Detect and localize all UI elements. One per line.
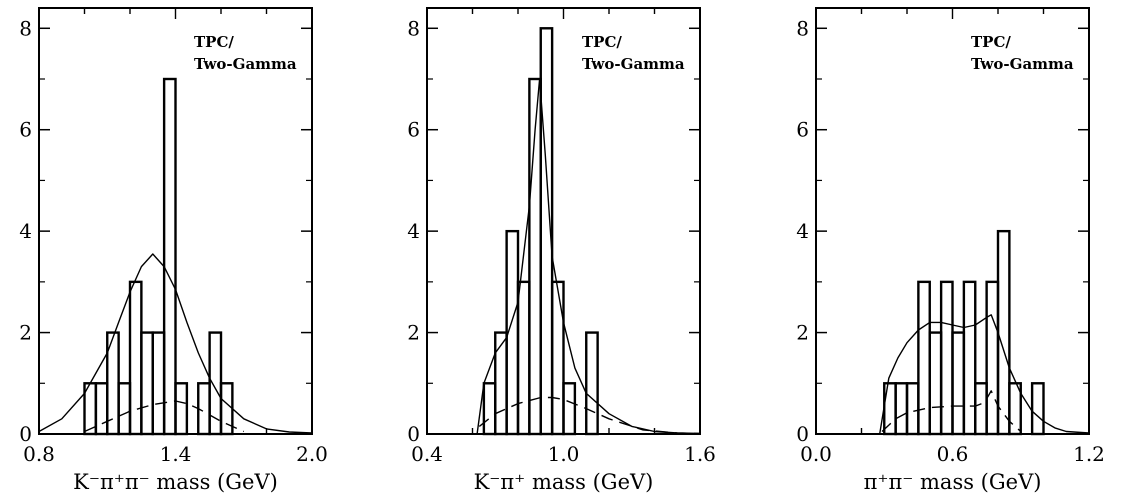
y-tick-label: 0 [407,422,420,446]
histogram-bar [585,331,599,436]
histogram-bar [928,331,943,436]
histogram-bar [162,77,177,436]
y-tick-label: 6 [407,118,420,142]
y-tick-label: 6 [796,118,809,142]
histogram-bar [94,382,109,436]
x-tick-label: 2.0 [296,442,328,466]
annotation-line: Two-Gamma [194,55,297,73]
histogram-bar [550,280,565,436]
histogram-bar [951,331,966,436]
annotation-line: Two-Gamma [971,55,1074,73]
x-tick-label: 0.8 [23,442,55,466]
histogram-bar [894,382,909,436]
x-axis-title: π⁺π⁻ mass (GeV) [864,470,1042,494]
x-axis-title: K⁻π⁺π⁻ mass (GeV) [73,470,278,494]
histogram-bar [562,382,577,436]
histogram-bar [883,382,897,436]
panel-kpi: 0 2 4 6 8 0.4 1.0 1.6 TPC/Two-Gamma K⁻π⁺ mass (Ge… [407,7,716,494]
x-tick-label: 1.0 [548,442,580,466]
histogram-bar [905,382,920,436]
y-tick-label: 2 [19,321,32,345]
fit-curve [476,78,701,435]
y-tick-label: 8 [407,16,420,40]
histogram-bar [1030,382,1045,436]
y-tick-label: 0 [796,422,809,446]
y-tick-label: 4 [19,219,32,243]
histogram-bar [539,27,554,436]
histogram-bar [494,331,508,436]
annotation-line: TPC/ [194,33,234,51]
histogram-bar [219,382,234,436]
x-tick-label: 0.6 [937,442,969,466]
histogram-bar [974,382,988,436]
panel-pipi: 0 2 4 6 8 0.0 0.6 1.2 TPC/Two-Gamma π⁺π⁻ mass (Ge… [796,7,1105,494]
histogram-bar [516,280,531,436]
y-tick-label: 4 [407,219,420,243]
fit-curve [879,314,1090,435]
y-tick-label: 6 [19,118,32,142]
x-axis-title: K⁻π⁺ mass (GeV) [474,470,654,494]
histogram-bar [996,229,1011,436]
histogram-bar [174,382,189,436]
background-curve [84,400,245,433]
histogram-bar [197,382,211,436]
histogram-bar [962,280,977,436]
annotation-line: Two-Gamma [582,55,685,73]
histogram-bar [117,382,132,436]
histogram-bar [140,331,154,436]
fit-curve [38,253,313,434]
y-tick-label: 4 [796,219,809,243]
histogram-bar [1008,382,1022,436]
x-tick-label: 1.6 [684,442,716,466]
annotation-line: TPC/ [582,33,622,51]
annotation-line: TPC/ [971,33,1011,51]
x-tick-label: 0.4 [411,442,443,466]
histogram-bar [128,280,143,436]
panel-kpipi: 0 2 4 6 8 0.8 1.4 2.0 TPC/Two-Gamma K⁻π⁺π⁻ mass (… [19,7,328,494]
y-tick-label: 2 [407,321,420,345]
histogram-bar [917,280,931,436]
y-tick-label: 2 [796,321,809,345]
x-tick-label: 1.4 [160,442,192,466]
background-curve [881,390,1022,433]
x-tick-label: 0.0 [800,442,832,466]
x-tick-label: 1.2 [1073,442,1105,466]
histogram-bar [985,280,1000,436]
histogram-bar [939,280,954,436]
y-tick-label: 8 [19,16,32,40]
histogram-bar [151,331,166,436]
background-curve [478,396,701,435]
histogram-bar [482,382,497,436]
y-tick-label: 0 [19,422,32,446]
y-tick-label: 8 [796,16,809,40]
